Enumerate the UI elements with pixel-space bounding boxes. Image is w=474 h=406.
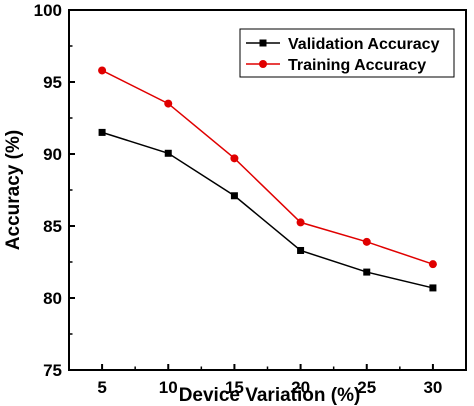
x-tick-label: 25 [357, 378, 376, 397]
data-point-circle [164, 99, 173, 108]
data-point-circle [362, 237, 371, 246]
plot-area: 75 80 85 90 95 100 5 10 15 20 25 30 Validation Accur… [34, 1, 467, 397]
y-tick-label: 90 [43, 145, 62, 164]
y-tick-label: 80 [43, 289, 62, 308]
legend-marker-circle [259, 60, 267, 68]
x-tick-label: 30 [423, 378, 442, 397]
y-tick-label: 75 [43, 361, 62, 380]
y-tick-label: 100 [34, 1, 62, 20]
legend-label: Training Accuracy [288, 57, 426, 74]
x-tick-label: 20 [291, 378, 310, 397]
series-line-1 [101, 131, 434, 289]
data-point-square [363, 268, 371, 276]
data-point-square [98, 128, 106, 136]
y-axis-title: Accuracy (%) [3, 130, 24, 250]
data-point-circle [428, 260, 437, 269]
y-tick-label: 95 [43, 73, 62, 92]
x-tick-label: 15 [225, 378, 244, 397]
x-tick-label: 5 [97, 378, 106, 397]
data-point-circle [230, 154, 239, 163]
data-point-square [230, 192, 238, 200]
data-point-circle [296, 218, 305, 227]
legend-box [239, 28, 455, 78]
data-point-square [164, 149, 172, 157]
x-axis-title: Device Variation (%) [179, 385, 361, 406]
data-point-square [429, 284, 437, 292]
data-point-circle [98, 66, 107, 75]
x-tick-label: 10 [159, 378, 178, 397]
legend-marker-square [259, 39, 267, 47]
legend-label: Validation Accuracy [288, 36, 440, 53]
data-point-square [297, 246, 305, 254]
y-tick-label: 85 [43, 217, 62, 236]
series-line-2 [101, 69, 434, 265]
